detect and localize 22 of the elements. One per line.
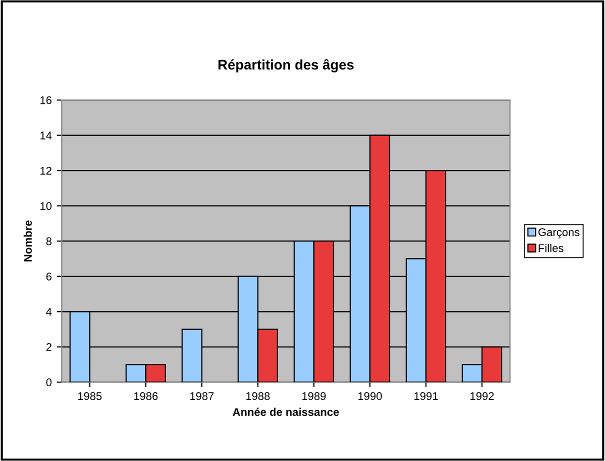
x-tick-label: 1985 bbox=[78, 392, 102, 400]
chart-title: Répartition des âges bbox=[218, 59, 354, 72]
x-tick-label: 1986 bbox=[134, 392, 158, 400]
y-tick-label: 0 bbox=[46, 378, 52, 386]
y-tick-label: 8 bbox=[46, 237, 52, 246]
x-tick-label: 1988 bbox=[246, 392, 270, 400]
y-tick-label: 2 bbox=[46, 343, 52, 351]
y-tick-label: 14 bbox=[40, 132, 52, 140]
x-tick-label: 1992 bbox=[470, 392, 494, 400]
y-tick-label: 12 bbox=[40, 166, 52, 175]
x-tick-label: 1987 bbox=[190, 392, 214, 400]
legend-label: Garçons bbox=[538, 228, 580, 238]
y-axis-title: Nombre bbox=[24, 220, 32, 262]
y-tick-label: 4 bbox=[46, 308, 52, 316]
x-axis-title: Année de naissance bbox=[232, 408, 339, 416]
x-tick-label: 1991 bbox=[414, 392, 438, 400]
y-tick-label: 6 bbox=[46, 272, 52, 281]
x-tick-label: 1990 bbox=[358, 392, 382, 400]
legend-label: Filles bbox=[538, 244, 564, 252]
x-tick-label: 1989 bbox=[302, 392, 326, 400]
y-tick-label: 10 bbox=[40, 202, 52, 210]
y-tick-label: 16 bbox=[40, 96, 52, 104]
